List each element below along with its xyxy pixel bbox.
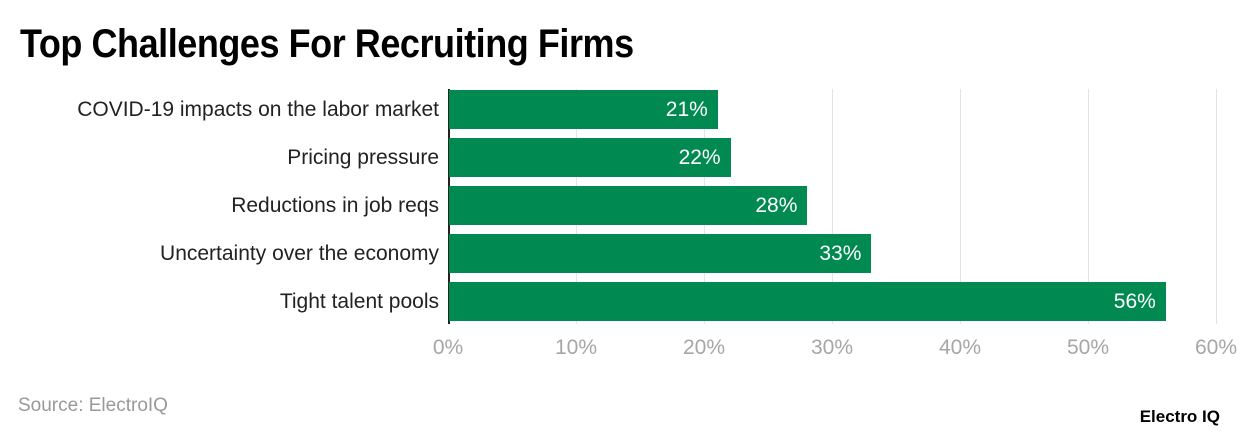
chart-title: Top Challenges For Recruiting Firms bbox=[20, 22, 634, 66]
category-label: Reductions in job reqs bbox=[231, 194, 439, 217]
brand-logo: Electro IQ bbox=[1139, 407, 1220, 426]
gridline bbox=[832, 89, 833, 324]
bar: 28% bbox=[449, 186, 808, 225]
bar-value-label: 28% bbox=[755, 194, 798, 217]
x-tick-label: 20% bbox=[682, 336, 726, 359]
bar-value-label: 33% bbox=[819, 242, 862, 265]
category-label: Uncertainty over the economy bbox=[160, 242, 439, 265]
gridline bbox=[960, 89, 961, 324]
source-note: Source: ElectroIQ bbox=[18, 395, 168, 416]
category-label: Pricing pressure bbox=[287, 146, 439, 169]
gridline bbox=[1088, 89, 1089, 324]
x-tick-label: 30% bbox=[810, 336, 854, 359]
category-label: Tight talent pools bbox=[279, 290, 439, 313]
x-tick-label: 50% bbox=[1066, 336, 1110, 359]
category-label: COVID-19 impacts on the labor market bbox=[77, 98, 439, 121]
bar: 22% bbox=[449, 138, 731, 177]
x-tick-label: 10% bbox=[554, 336, 598, 359]
bar: 56% bbox=[449, 282, 1166, 321]
bar: 21% bbox=[449, 90, 718, 129]
bar-value-label: 21% bbox=[665, 98, 708, 121]
bar: 33% bbox=[449, 234, 872, 273]
x-tick-label: 0% bbox=[432, 336, 464, 359]
x-tick-label: 40% bbox=[938, 336, 982, 359]
gridline bbox=[1216, 89, 1217, 324]
x-tick-label: 60% bbox=[1194, 336, 1238, 359]
bar-value-label: 56% bbox=[1113, 290, 1156, 313]
plot-area: 21% 22% 28% 33% 56% bbox=[448, 89, 1217, 324]
bar-value-label: 22% bbox=[678, 146, 721, 169]
